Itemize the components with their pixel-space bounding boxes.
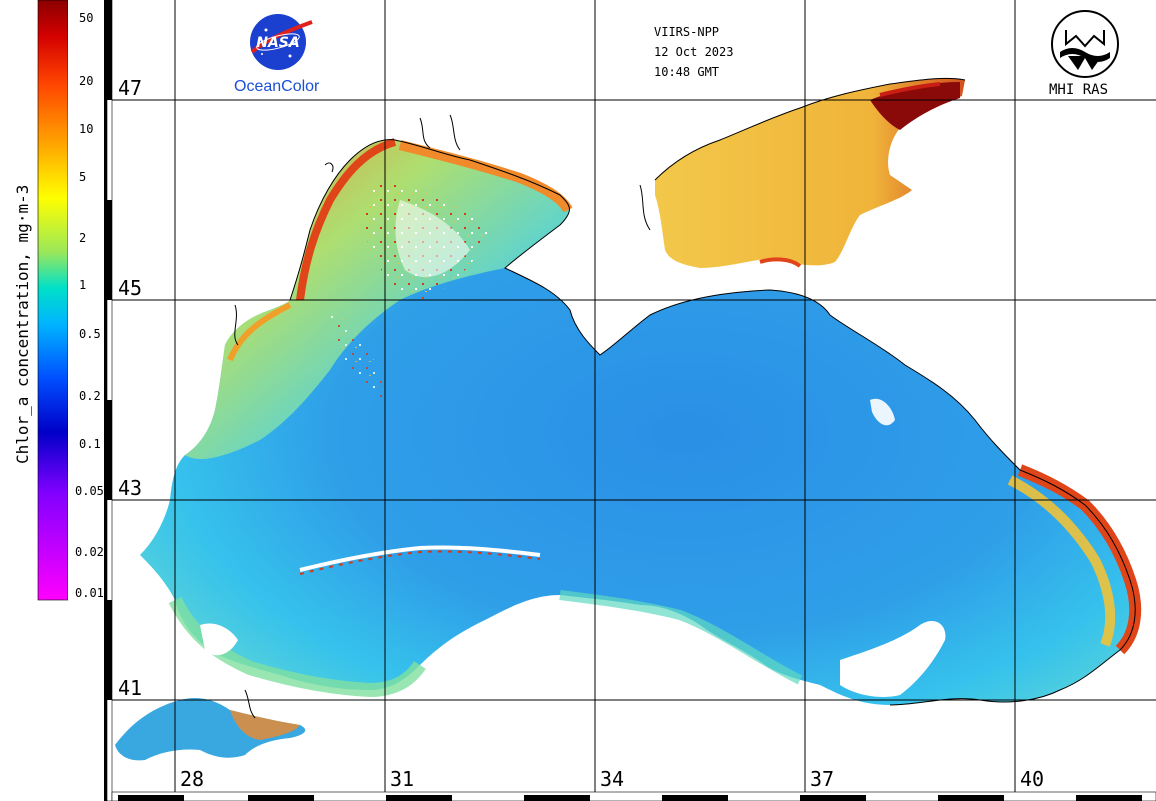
latitude-label-45: 45 xyxy=(118,276,142,300)
sea-of-azov xyxy=(655,78,965,269)
latitude-label-43: 43 xyxy=(118,476,142,500)
longitude-ruler xyxy=(111,791,1156,801)
colorbar-gradient xyxy=(37,0,69,601)
colorbar-tick: 0.02 xyxy=(75,545,104,559)
nasa-logo: NASA OceanColor xyxy=(234,14,320,95)
longitude-label-28: 28 xyxy=(180,767,204,791)
oceancolor-caption: OceanColor xyxy=(234,78,320,95)
longitude-label-37: 37 xyxy=(810,767,834,791)
mhi-ras-caption: MHI RAS xyxy=(1049,82,1108,98)
colorbar-tick: 0.1 xyxy=(79,437,101,451)
colorbar-tick: 50 xyxy=(79,11,93,25)
colorbar-title: Chlor_a concentration, mg·m-3 xyxy=(13,185,32,464)
colorbar-tick: 5 xyxy=(79,170,86,184)
graticule xyxy=(112,0,1156,792)
colorbar-tick: 10 xyxy=(79,122,93,136)
colorbar: Chlor_a concentration, mg·m-3 50 20 10 5… xyxy=(13,0,104,601)
nasa-logo-text: NASA xyxy=(256,35,299,51)
mhi-ras-emblem-icon xyxy=(1051,10,1119,78)
longitude-label-31: 31 xyxy=(390,767,414,791)
time-label: 10:48 GMT xyxy=(654,65,719,79)
latitude-label-47: 47 xyxy=(118,76,142,100)
latitude-label-41: 41 xyxy=(118,676,142,700)
date-label: 12 Oct 2023 xyxy=(654,45,733,59)
coastline xyxy=(234,77,1136,719)
colorbar-tick: 2 xyxy=(79,231,86,245)
mhi-ras-logo: MHI RAS xyxy=(1049,10,1119,98)
colorbar-tick: 0.5 xyxy=(79,327,101,341)
sensor-label: VIIRS-NPP xyxy=(654,25,719,39)
acquisition-info: VIIRS-NPP 12 Oct 2023 10:48 GMT xyxy=(654,25,733,79)
longitude-label-40: 40 xyxy=(1020,767,1044,791)
colorbar-tick: 1 xyxy=(79,278,86,292)
colorbar-tick: 20 xyxy=(79,74,93,88)
black-sea xyxy=(115,138,1142,761)
longitude-label-34: 34 xyxy=(600,767,624,791)
colorbar-tick: 0.2 xyxy=(79,389,101,403)
latitude-ruler xyxy=(104,0,113,801)
colorbar-tick: 0.01 xyxy=(75,586,104,600)
colorbar-tick: 0.05 xyxy=(75,484,104,498)
